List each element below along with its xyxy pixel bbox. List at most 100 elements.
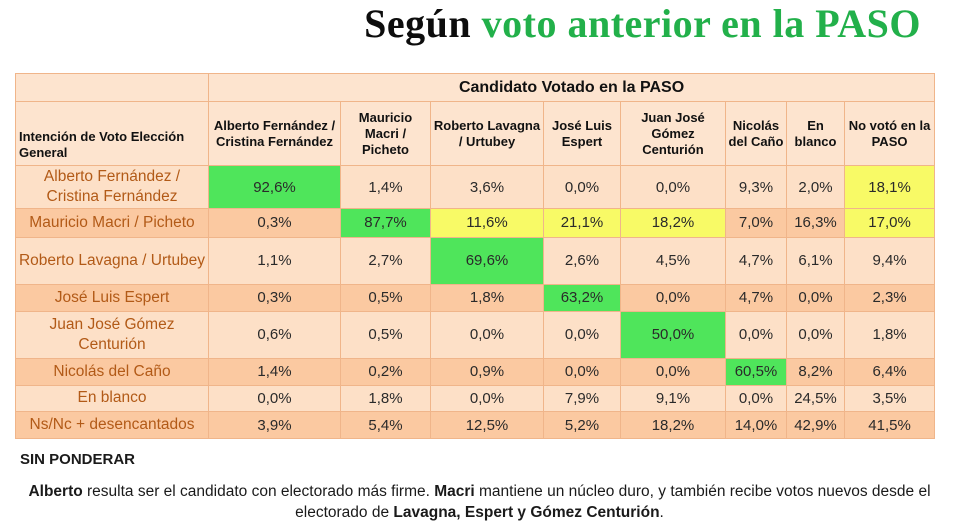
table-row: Roberto Lavagna / Urtubey 1,1% 2,7% 69,6% 2,… (15, 236, 936, 286)
value-cell: 1,8% (430, 284, 544, 312)
value-cell: 41,5% (843, 411, 936, 439)
value-cell: 0,0% (725, 384, 787, 413)
value-cell: 6,1% (786, 236, 845, 286)
value-cell: 0,5% (340, 310, 431, 359)
value-cell: 4,7% (725, 236, 787, 286)
value-cell: 14,0% (725, 411, 787, 439)
table-row: José Luis Espert 0,3% 0,5% 1,8% 63,2% 0,0% 4,7… (15, 284, 936, 312)
value-cell: 0,0% (786, 310, 845, 359)
corner-cell (15, 73, 209, 102)
page-title: Según voto anterior en la PASO (0, 0, 959, 52)
table-body: Alberto Fernández / Cristina Fernández 92… (15, 164, 936, 439)
value-cell: 0,6% (208, 310, 341, 359)
value-cell: 0,0% (725, 310, 787, 359)
group-header: Candidato Votado en la PASO (207, 73, 936, 102)
table-row: Mauricio Macri / Picheto 0,3% 87,7% 11,6% 21… (15, 208, 936, 238)
column-header: Nicolás del Caño (725, 101, 787, 166)
value-cell: 16,3% (786, 208, 845, 238)
value-cell: 63,2% (543, 284, 621, 312)
table-row: En blanco 0,0% 1,8% 0,0% 7,9% 9,1% 0,0% 24,5% 3,… (15, 384, 936, 413)
row-label: Roberto Lavagna / Urtubey (15, 236, 209, 286)
column-header: Roberto Lavagna / Urtubey (430, 101, 544, 166)
column-header: En blanco (786, 101, 845, 166)
row-label: Mauricio Macri / Picheto (15, 208, 209, 238)
column-header: No votó en la PASO (843, 101, 936, 166)
value-cell: 2,6% (543, 236, 621, 286)
value-cell: 0,3% (208, 284, 341, 312)
value-cell: 21,1% (543, 208, 621, 238)
row-header-label: Intención de Voto Elección General (15, 101, 209, 166)
value-cell: 11,6% (430, 208, 544, 238)
value-cell: 9,3% (725, 164, 787, 210)
value-cell: 0,0% (543, 310, 621, 359)
value-cell: 0,0% (208, 384, 341, 413)
table-row: Ns/Nc + desencantados 3,9% 5,4% 12,5% 5,2% 18… (15, 411, 936, 439)
value-cell: 92,6% (208, 164, 341, 210)
value-cell: 0,0% (620, 284, 726, 312)
note-bold-3: Lavagna, Espert y Gómez Centurión (393, 504, 660, 521)
column-header: Mauricio Macri / Picheto (340, 101, 431, 166)
footer-label: SIN PONDERAR (20, 451, 136, 468)
column-header: José Luis Espert (543, 101, 621, 166)
value-cell: 18,2% (620, 208, 726, 238)
value-cell: 9,1% (620, 384, 726, 413)
row-label: Ns/Nc + desencantados (15, 411, 209, 439)
value-cell: 3,5% (843, 384, 936, 413)
value-cell: 1,4% (208, 357, 341, 386)
row-label: Alberto Fernández / Cristina Fernández (15, 164, 209, 210)
row-label: José Luis Espert (15, 284, 209, 312)
title-part-2: voto anterior en la PASO (481, 1, 921, 46)
value-cell: 9,4% (843, 236, 936, 286)
value-cell: 5,4% (340, 411, 431, 439)
value-cell: 7,9% (543, 384, 621, 413)
value-cell: 0,0% (430, 310, 544, 359)
value-cell: 24,5% (786, 384, 845, 413)
value-cell: 0,0% (620, 164, 726, 210)
value-cell: 18,2% (620, 411, 726, 439)
value-cell: 0,3% (208, 208, 341, 238)
value-cell: 7,0% (725, 208, 787, 238)
value-cell: 12,5% (430, 411, 544, 439)
value-cell: 3,6% (430, 164, 544, 210)
table-row: Nicolás del Caño 1,4% 0,2% 0,9% 0,0% 0,0% 60,5… (15, 357, 936, 386)
value-cell: 42,9% (786, 411, 845, 439)
value-cell: 2,0% (786, 164, 845, 210)
row-label: Juan José Gómez Centurión (15, 310, 209, 359)
value-cell: 18,1% (843, 164, 936, 210)
value-cell: 1,8% (843, 310, 936, 359)
crosstab-table: Candidato Votado en la PASO Intención de… (15, 73, 936, 439)
table-row: Juan José Gómez Centurión 0,6% 0,5% 0,0% 0,0… (15, 310, 936, 359)
value-cell: 0,0% (620, 357, 726, 386)
value-cell: 2,3% (843, 284, 936, 312)
value-cell: 2,7% (340, 236, 431, 286)
note-text-3: . (659, 504, 664, 521)
row-label: En blanco (15, 384, 209, 413)
value-cell: 0,0% (430, 384, 544, 413)
value-cell: 0,0% (786, 284, 845, 312)
note-bold-1: Alberto (28, 483, 83, 500)
value-cell: 0,2% (340, 357, 431, 386)
value-cell: 69,6% (430, 236, 544, 286)
value-cell: 60,5% (725, 357, 787, 386)
note-text-1: resulta ser el candidato con electorado … (82, 483, 435, 500)
column-header: Alberto Fernández / Cristina Fernández (208, 101, 341, 166)
value-cell: 0,5% (340, 284, 431, 312)
value-cell: 50,0% (620, 310, 726, 359)
value-cell: 1,1% (208, 236, 341, 286)
value-cell: 0,0% (543, 164, 621, 210)
table-row: Alberto Fernández / Cristina Fernández 92… (15, 164, 936, 210)
value-cell: 1,4% (340, 164, 431, 210)
value-cell: 1,8% (340, 384, 431, 413)
value-cell: 5,2% (543, 411, 621, 439)
row-label: Nicolás del Caño (15, 357, 209, 386)
value-cell: 8,2% (786, 357, 845, 386)
column-header: Juan José Gómez Centurión (620, 101, 726, 166)
title-part-1: Según (364, 1, 472, 46)
value-cell: 87,7% (340, 208, 431, 238)
value-cell: 4,5% (620, 236, 726, 286)
value-cell: 0,9% (430, 357, 544, 386)
note-bold-2: Macri (434, 483, 475, 500)
value-cell: 17,0% (843, 208, 936, 238)
value-cell: 6,4% (843, 357, 936, 386)
value-cell: 4,7% (725, 284, 787, 312)
